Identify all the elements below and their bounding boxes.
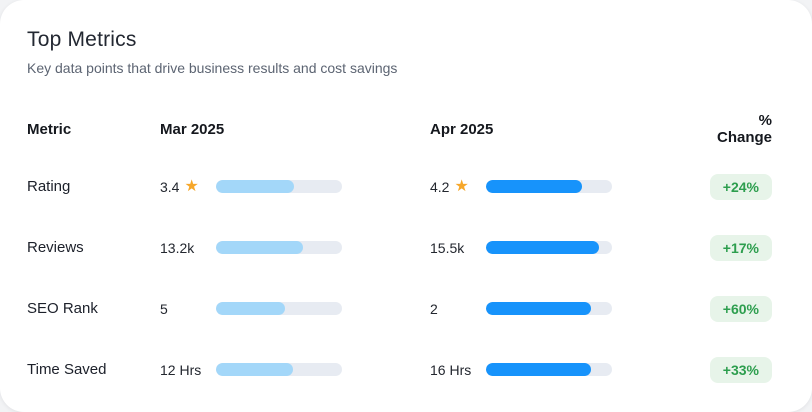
mar-cell: 13.2k [160,240,430,256]
header-percent-change: % Change [716,112,772,146]
apr-value: 15.5k [430,239,465,256]
mar-bar-fill [216,241,303,254]
metric-label: SEO Rank [27,300,98,317]
mar-bar-track [216,302,342,315]
mar-bar-fill [216,180,295,193]
apr-bar-fill [486,363,591,376]
mar-cell: 5 [160,301,430,317]
apr-bar-track [486,363,612,376]
table-body: Rating 3.4 ★ 4.2 ★ +24% [27,156,772,400]
apr-cell: 2 [430,301,700,317]
apr-bar-fill [486,180,582,193]
header-apr-2025: Apr 2025 [430,120,494,138]
change-badge: +24% [709,173,772,200]
table-row: Reviews 13.2k 15.5k +17% [27,217,772,278]
apr-value: 16 Hrs [430,361,472,378]
apr-bar-fill [486,241,600,254]
metric-label: Reviews [27,239,84,256]
mar-bar-fill [216,363,293,376]
table-header: Metric Mar 2025 Apr 2025 % Change [27,112,772,146]
header-mar-2025: Mar 2025 [160,120,225,138]
apr-cell: 15.5k [430,240,700,256]
change-badge: +17% [709,234,772,261]
table-row: Rating 3.4 ★ 4.2 ★ +24% [27,156,772,217]
mar-value: 3.4 [160,178,180,195]
change-badge: +60% [709,295,772,322]
mar-bar-track [216,241,342,254]
page-title: Top Metrics [27,28,137,51]
table-row: SEO Rank 5 2 +60% [27,278,772,339]
apr-bar-track [486,241,612,254]
table-row: Time Saved 12 Hrs 16 Hrs +33% [27,339,772,400]
apr-bar-track [486,302,612,315]
apr-cell: 4.2 ★ [430,177,700,195]
mar-cell: 12 Hrs [160,362,430,378]
change-badge: +33% [709,356,772,383]
apr-cell: 16 Hrs [430,362,700,378]
mar-value: 13.2k [160,239,195,256]
header-metric: Metric [27,120,72,138]
star-icon: ★ [184,177,199,195]
page-subtitle: Key data points that drive business resu… [27,60,398,76]
apr-value: 4.2 [430,178,450,195]
mar-value: 12 Hrs [160,361,202,378]
mar-bar-track [216,363,342,376]
mar-value: 5 [160,300,168,317]
mar-bar-fill [216,302,286,315]
mar-cell: 3.4 ★ [160,177,430,195]
metric-label: Time Saved [27,361,107,378]
apr-value: 2 [430,300,438,317]
star-icon: ★ [454,177,469,195]
mar-bar-track [216,180,342,193]
apr-bar-track [486,180,612,193]
apr-bar-fill [486,302,591,315]
metric-label: Rating [27,178,71,195]
